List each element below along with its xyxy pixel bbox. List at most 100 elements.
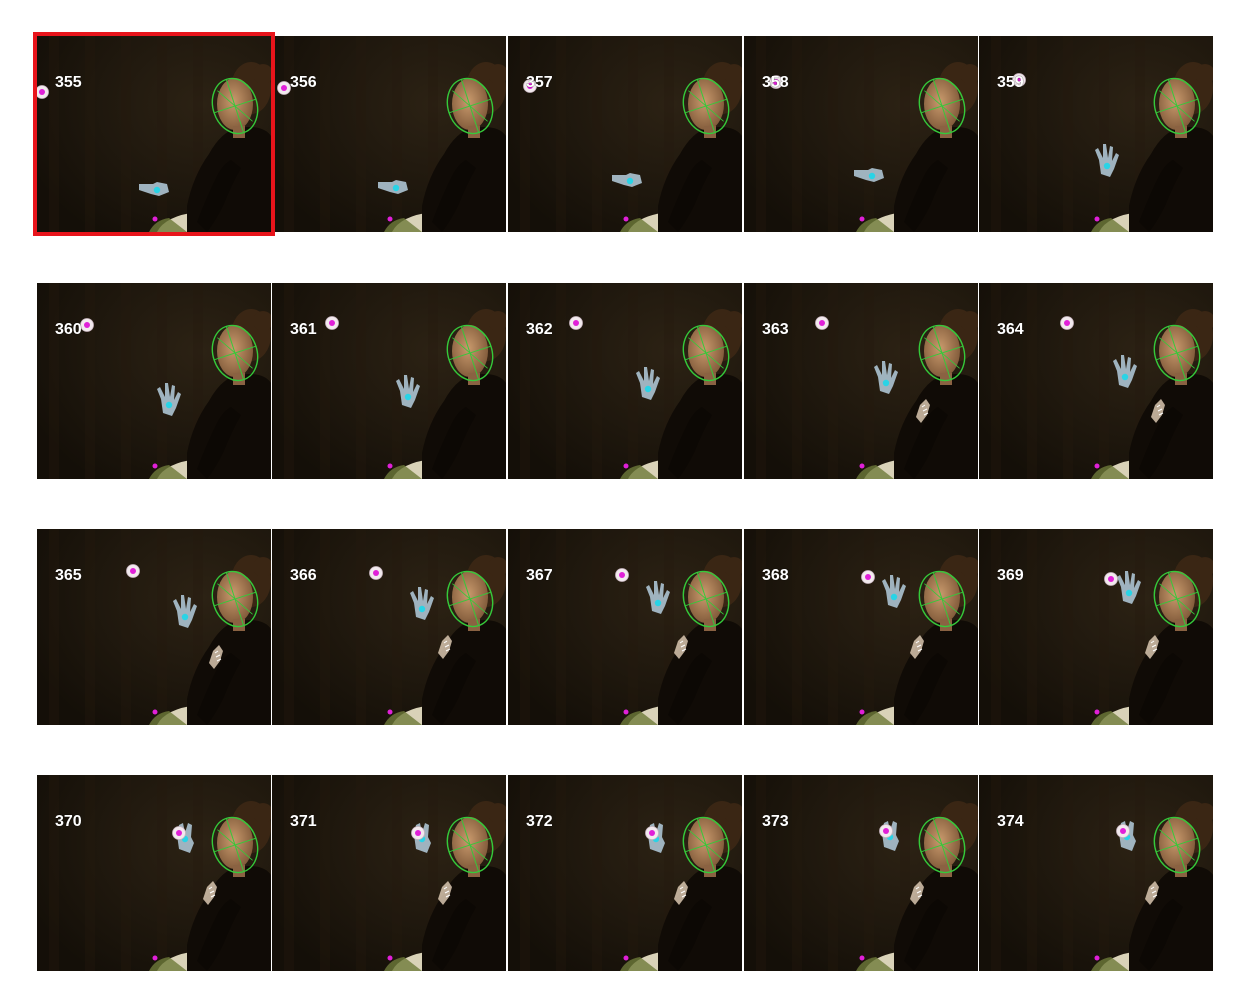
video-frame: 363	[744, 283, 978, 479]
hand-marker	[404, 393, 412, 401]
face-tracking-ellipse	[1153, 570, 1201, 628]
hand-marker	[626, 177, 634, 185]
video-frame: 374	[979, 775, 1213, 971]
hand-marker	[418, 605, 426, 613]
face	[452, 325, 488, 377]
hair-bun	[488, 64, 506, 84]
ball-marker	[1016, 77, 1022, 83]
frame-scene	[272, 529, 506, 725]
frame-scene	[979, 36, 1213, 232]
frame-scene	[272, 36, 506, 232]
frame-scene	[272, 283, 506, 479]
face	[924, 571, 960, 623]
floor-marker	[152, 216, 158, 222]
ball-marker	[649, 830, 655, 836]
glove	[882, 575, 906, 608]
floor-marker	[623, 216, 629, 222]
video-frame: 364	[979, 283, 1213, 479]
face	[217, 571, 253, 623]
ball-marker	[1120, 828, 1126, 834]
face-tracking-ellipse	[446, 324, 494, 382]
hair-bun	[488, 311, 506, 331]
floor-marker	[1094, 463, 1100, 469]
glove	[636, 367, 660, 400]
video-frame: 373	[744, 775, 978, 971]
floor-marker	[623, 709, 629, 715]
face-tracking-ellipse	[682, 77, 730, 135]
hand-marker	[392, 184, 400, 192]
face	[217, 325, 253, 377]
face	[924, 325, 960, 377]
video-frame: 371	[272, 775, 506, 971]
ball-marker	[527, 83, 533, 89]
face-tracking-ellipse	[1153, 77, 1201, 135]
frame-number: 366	[290, 567, 317, 584]
face-tracking-ellipse	[1153, 324, 1201, 382]
frame-number: 355	[55, 74, 82, 91]
arm	[432, 160, 476, 232]
face	[688, 817, 724, 869]
frame-number: 369	[997, 567, 1024, 584]
frame-number: 361	[290, 321, 317, 338]
hair-bun	[1195, 557, 1213, 577]
frame-scene	[508, 529, 742, 725]
hair-bun	[488, 803, 506, 823]
face-tracking-ellipse	[918, 570, 966, 628]
video-frame: 359	[979, 36, 1213, 232]
floor-marker	[1094, 955, 1100, 961]
hair-bun	[724, 803, 742, 823]
ball-marker	[1064, 320, 1070, 326]
floor-marker	[387, 216, 393, 222]
plant	[149, 465, 187, 479]
frame-number: 372	[526, 813, 553, 830]
plant	[384, 465, 422, 479]
arm	[432, 899, 476, 971]
face	[452, 78, 488, 130]
frame-scene	[979, 529, 1213, 725]
frame-number: 357	[526, 74, 553, 91]
face-tracking-ellipse	[918, 324, 966, 382]
arm	[432, 653, 476, 725]
ball-marker	[1108, 576, 1114, 582]
plant	[1091, 957, 1129, 971]
floor-marker	[623, 463, 629, 469]
glove	[173, 595, 197, 628]
plant	[856, 957, 894, 971]
face	[1159, 817, 1195, 869]
hand-marker	[644, 385, 652, 393]
face	[688, 325, 724, 377]
ball-marker	[130, 568, 136, 574]
arm	[1139, 407, 1183, 479]
frame-scene	[508, 36, 742, 232]
floor-marker	[152, 955, 158, 961]
hair-bun	[960, 803, 978, 823]
video-frame: 365	[37, 529, 271, 725]
arm	[668, 899, 712, 971]
frame-number: 358	[762, 74, 789, 91]
ball-marker	[619, 572, 625, 578]
frame-scene	[37, 529, 271, 725]
frame-scene	[37, 283, 271, 479]
arm	[197, 407, 241, 479]
plant	[384, 218, 422, 232]
ball-marker	[176, 830, 182, 836]
arm	[1139, 899, 1183, 971]
frame-number: 371	[290, 813, 317, 830]
plant	[1091, 465, 1129, 479]
hair-bun	[1195, 311, 1213, 331]
hair-bun	[253, 557, 271, 577]
arm	[197, 653, 241, 725]
hair-bun	[960, 311, 978, 331]
frame-number: 368	[762, 567, 789, 584]
glove	[646, 581, 670, 614]
arm	[904, 653, 948, 725]
arm	[668, 407, 712, 479]
arm	[668, 160, 712, 232]
arm	[904, 160, 948, 232]
video-frame: 368	[744, 529, 978, 725]
frame-number: 374	[997, 813, 1024, 830]
video-frame: 356	[272, 36, 506, 232]
floor-marker	[387, 955, 393, 961]
hair-bun	[1195, 803, 1213, 823]
hair-bun	[1195, 64, 1213, 84]
